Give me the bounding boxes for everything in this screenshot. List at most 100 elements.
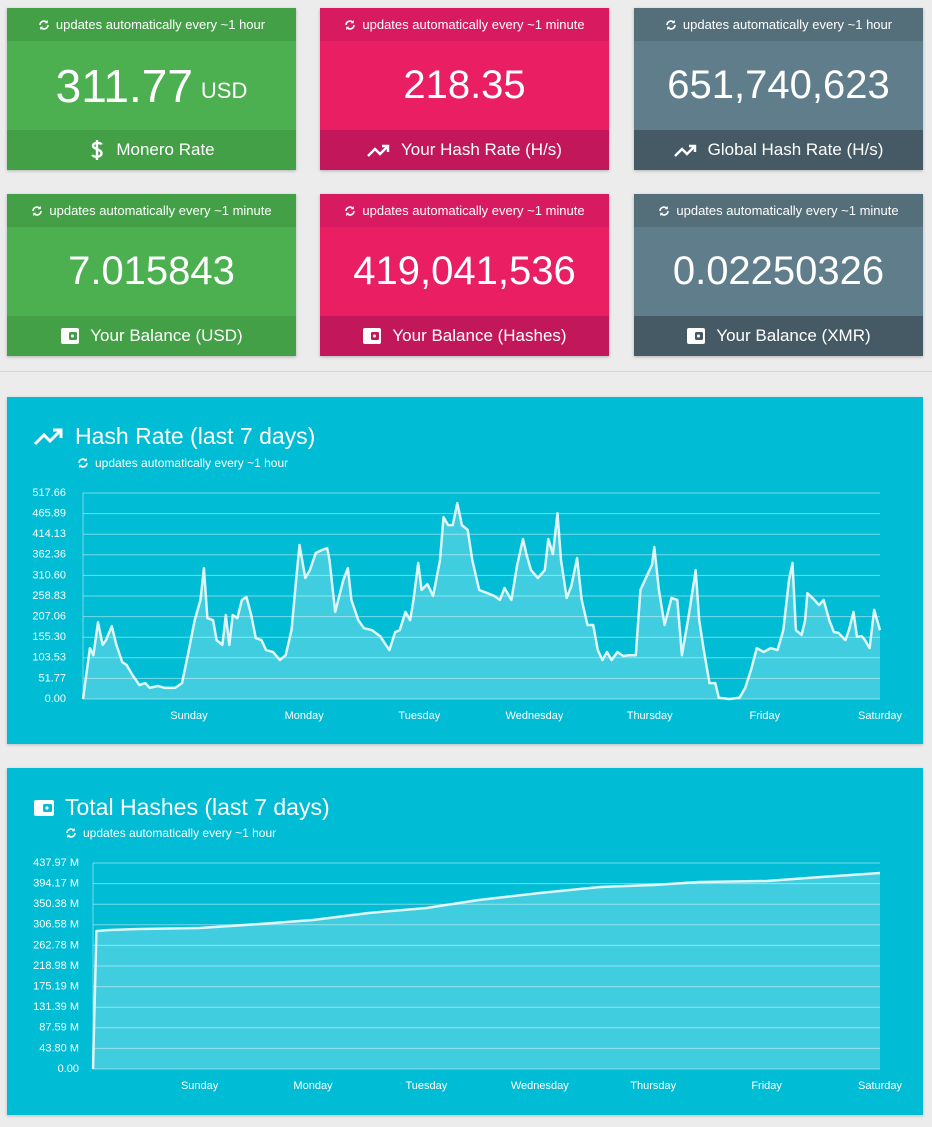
chart-subtitle-row: updates automatically every ~1 hour [77, 456, 288, 470]
y-tick-label: 414.13 [32, 528, 66, 540]
y-tick-label: 517.66 [32, 487, 66, 499]
area-fill [83, 503, 880, 699]
x-tick-label: Friday [751, 1080, 782, 1092]
y-tick-label: 262.78 M [33, 939, 79, 951]
card-footer: Monero Rate [7, 130, 296, 170]
y-tick-label: 87.59 M [39, 1022, 79, 1034]
wallet-icon [687, 328, 706, 344]
x-tick-label: Monday [285, 710, 325, 722]
card-value-box: 0.02250326 [634, 227, 923, 316]
card-footer: Your Balance (XMR) [634, 316, 923, 356]
stat-card: updates automatically every ~1 minute 419… [320, 194, 609, 356]
refresh-icon [345, 205, 356, 216]
y-tick-label: 103.53 [32, 652, 66, 664]
update-note: updates automatically every ~1 hour [682, 17, 893, 32]
update-note: updates automatically every ~1 hour [55, 17, 266, 32]
y-tick-label: 437.97 M [33, 857, 79, 869]
chart-panel: Total Hashes (last 7 days) updates autom… [7, 768, 923, 1115]
card-value-box: 7.015843 [7, 227, 296, 316]
refresh-icon [39, 19, 49, 30]
x-tick-label: Friday [750, 710, 781, 722]
trend-icon [367, 144, 390, 157]
wallet-icon [363, 328, 382, 344]
card-footer: Your Balance (USD) [7, 316, 296, 356]
card-header: updates automatically every ~1 minute [320, 8, 609, 41]
card-value-box: 651,740,623 [634, 41, 923, 130]
chart-title: Hash Rate (last 7 days) [75, 423, 316, 449]
update-note: updates automatically every ~1 minute [362, 17, 585, 32]
x-tick-label: Tuesday [405, 1080, 447, 1092]
card-label: Your Hash Rate (H/s) [401, 140, 562, 159]
x-tick-label: Monday [293, 1080, 333, 1092]
refresh-icon [78, 458, 88, 468]
refresh-icon [345, 19, 356, 30]
area-fill [93, 873, 880, 1069]
chart-panel: Hash Rate (last 7 days) updates automati… [7, 397, 923, 744]
y-tick-label: 258.83 [32, 590, 66, 602]
card-header: updates automatically every ~1 hour [7, 8, 296, 41]
refresh-icon [32, 205, 43, 216]
chart: 0.00 51.77 103.53 155.30 207.06 258.83 310.60 3… [32, 487, 903, 722]
x-tick-label: Wednesday [506, 710, 564, 722]
trend-icon [673, 144, 696, 157]
card-label: Your Balance (USD) [90, 326, 243, 345]
update-note: updates automatically every ~1 minute [362, 203, 585, 218]
y-tick-label: 465.89 [32, 508, 66, 520]
y-tick-label: 306.58 M [33, 919, 79, 931]
chart-title-row: Hash Rate (last 7 days) [33, 423, 315, 450]
card-value-box: 311.77 USD [7, 41, 296, 130]
refresh-icon [666, 19, 676, 30]
card-footer: Your Balance (Hashes) [320, 316, 609, 356]
y-tick-label: 394.17 M [33, 878, 79, 890]
stat-card: updates automatically every ~1 minute 0.0… [634, 194, 923, 356]
x-tick-label: Thursday [630, 1080, 676, 1092]
trend-icon [33, 428, 63, 445]
y-tick-label: 207.06 [32, 611, 66, 623]
y-tick-label: 155.30 [32, 631, 66, 643]
y-tick-label: 310.60 [32, 569, 66, 581]
y-tick-label: 0.00 [58, 1063, 79, 1075]
dollar-icon [91, 140, 104, 160]
card-value: 311.77 [55, 59, 193, 112]
card-value: 0.02250326 [672, 249, 885, 293]
card-header: updates automatically every ~1 minute [7, 194, 296, 227]
x-tick-label: Thursday [627, 710, 673, 722]
chart-title: Total Hashes (last 7 days) [65, 794, 330, 820]
x-tick-label: Tuesday [398, 710, 440, 722]
update-note: updates automatically every ~1 minute [49, 203, 272, 218]
stat-card: updates automatically every ~1 hour 651,7… [634, 8, 923, 170]
card-value-box: 419,041,536 [320, 227, 609, 316]
card-value: 7.015843 [68, 249, 235, 293]
x-tick-label: Sunday [181, 1080, 219, 1092]
card-label: Monero Rate [116, 140, 215, 159]
card-header: updates automatically every ~1 minute [320, 194, 609, 227]
x-tick-label: Sunday [170, 710, 208, 722]
y-tick-label: 0.00 [45, 693, 66, 705]
data-line [81, 501, 882, 701]
card-header: updates automatically every ~1 hour [634, 8, 923, 41]
card-unit: USD [200, 77, 248, 103]
x-tick-label: Saturday [858, 1080, 903, 1092]
y-tick-label: 350.38 M [33, 898, 79, 910]
y-tick-label: 43.80 M [39, 1042, 79, 1054]
card-value: 651,740,623 [667, 63, 890, 107]
y-tick-label: 362.36 [32, 549, 66, 561]
stat-card: updates automatically every ~1 hour 311.7… [7, 8, 296, 170]
refresh-icon [659, 205, 670, 216]
y-tick-label: 218.98 M [33, 960, 79, 972]
card-value: 218.35 [403, 63, 526, 107]
wallet-icon [34, 799, 54, 816]
divider [0, 371, 932, 372]
card-footer: Global Hash Rate (H/s) [634, 130, 923, 170]
chart: 0.00 43.80 M 87.59 M 131.39 M 175.19 M 218.98… [33, 857, 903, 1092]
chart-subtitle: updates automatically every ~1 hour [95, 456, 289, 470]
wallet-icon [61, 328, 80, 344]
card-label: Your Balance (Hashes) [392, 326, 567, 345]
card-label: Your Balance (XMR) [716, 326, 871, 345]
card-value-box: 218.35 [320, 41, 609, 130]
chart-title-row: Total Hashes (last 7 days) [33, 794, 330, 821]
refresh-icon [66, 828, 76, 838]
x-tick-label: Saturday [858, 710, 903, 722]
